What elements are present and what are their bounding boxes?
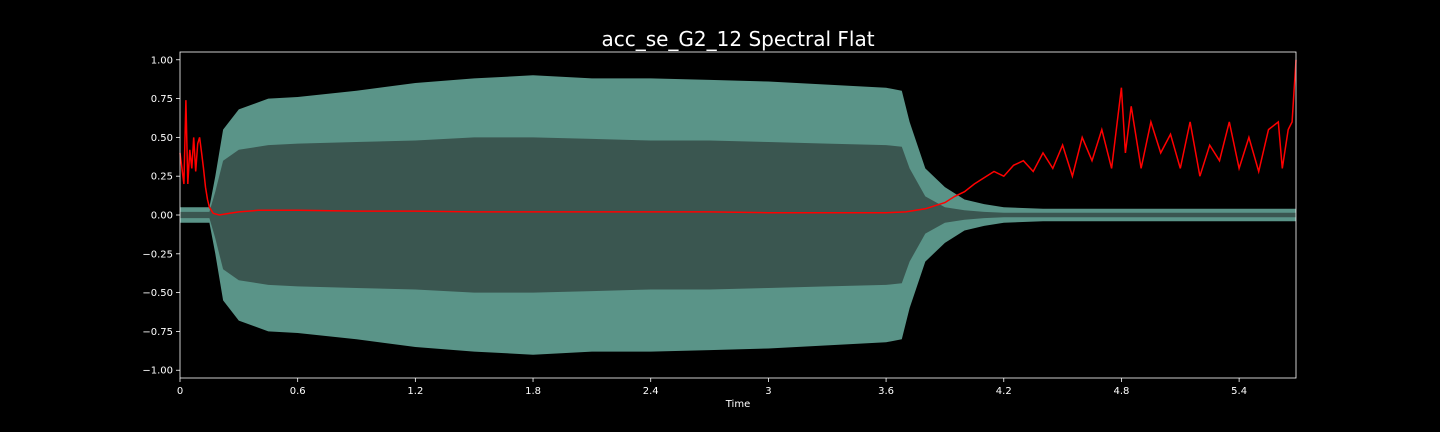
x-tick-label: 2.4 <box>643 386 659 397</box>
x-axis-label: Time <box>725 399 750 410</box>
waveform-rms-envelope <box>180 137 1296 293</box>
x-tick-label: 4.2 <box>996 386 1012 397</box>
x-tick-label: 3 <box>765 386 771 397</box>
y-tick-label: 0.50 <box>151 133 173 144</box>
y-axis: 1.00 0.75 0.50 0.25 0.00 −0.25 −0.50 −0.75 −1.00 <box>142 55 180 377</box>
x-tick-label: 4.8 <box>1113 386 1129 397</box>
y-tick-label: 1.00 <box>151 55 173 66</box>
y-tick-label: −0.75 <box>142 327 173 338</box>
plot-area <box>179 59 1297 355</box>
x-tick-label: 5.4 <box>1231 386 1247 397</box>
y-tick-label: −1.00 <box>142 366 173 377</box>
x-tick-label: 0.6 <box>290 386 306 397</box>
y-tick-label: 0.00 <box>151 211 173 222</box>
x-tick-label: 1.2 <box>407 386 423 397</box>
y-tick-label: 0.75 <box>151 94 173 105</box>
y-tick-label: −0.50 <box>142 288 173 299</box>
x-tick-label: 1.8 <box>525 386 541 397</box>
x-tick-label: 3.6 <box>878 386 894 397</box>
x-tick-label: 0 <box>177 386 183 397</box>
chart-title: acc_se_G2_12 Spectral Flat <box>601 27 874 51</box>
x-axis: 0 0.6 1.2 1.8 2.4 3 3.6 4.2 4.8 5.4 <box>177 378 1247 397</box>
y-tick-label: 0.25 <box>151 172 173 183</box>
y-tick-label: −0.25 <box>142 249 173 260</box>
spectral-flatness-line <box>179 59 1297 216</box>
